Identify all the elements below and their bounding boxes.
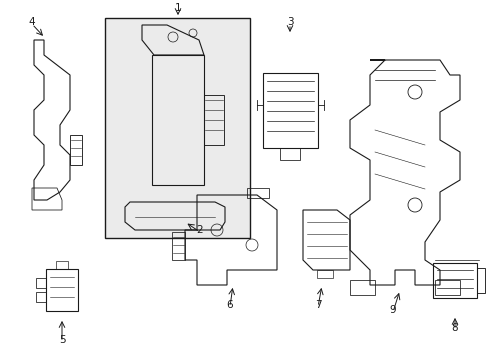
Text: 5: 5 [59, 335, 65, 345]
Bar [70, 135, 82, 165]
Bar [349, 280, 374, 295]
Bar [152, 55, 203, 185]
Bar [56, 261, 68, 269]
Text: 6: 6 [226, 300, 233, 310]
Bar [203, 95, 224, 145]
Text: 3: 3 [286, 17, 293, 27]
Bar [432, 263, 476, 298]
Text: 4: 4 [29, 17, 35, 27]
Text: 2: 2 [196, 225, 203, 235]
Bar [476, 268, 484, 293]
Bar [36, 292, 46, 302]
Bar [246, 188, 268, 198]
Text: 8: 8 [451, 323, 457, 333]
Bar [280, 148, 299, 160]
Text: 7: 7 [314, 300, 321, 310]
Bar [46, 269, 78, 311]
Bar [172, 232, 184, 260]
Bar [36, 278, 46, 288]
Text: 1: 1 [174, 3, 181, 13]
Bar [434, 280, 459, 295]
Text: 9: 9 [389, 305, 395, 315]
Bar [263, 73, 317, 148]
Bar [105, 18, 249, 238]
Bar [316, 270, 332, 278]
